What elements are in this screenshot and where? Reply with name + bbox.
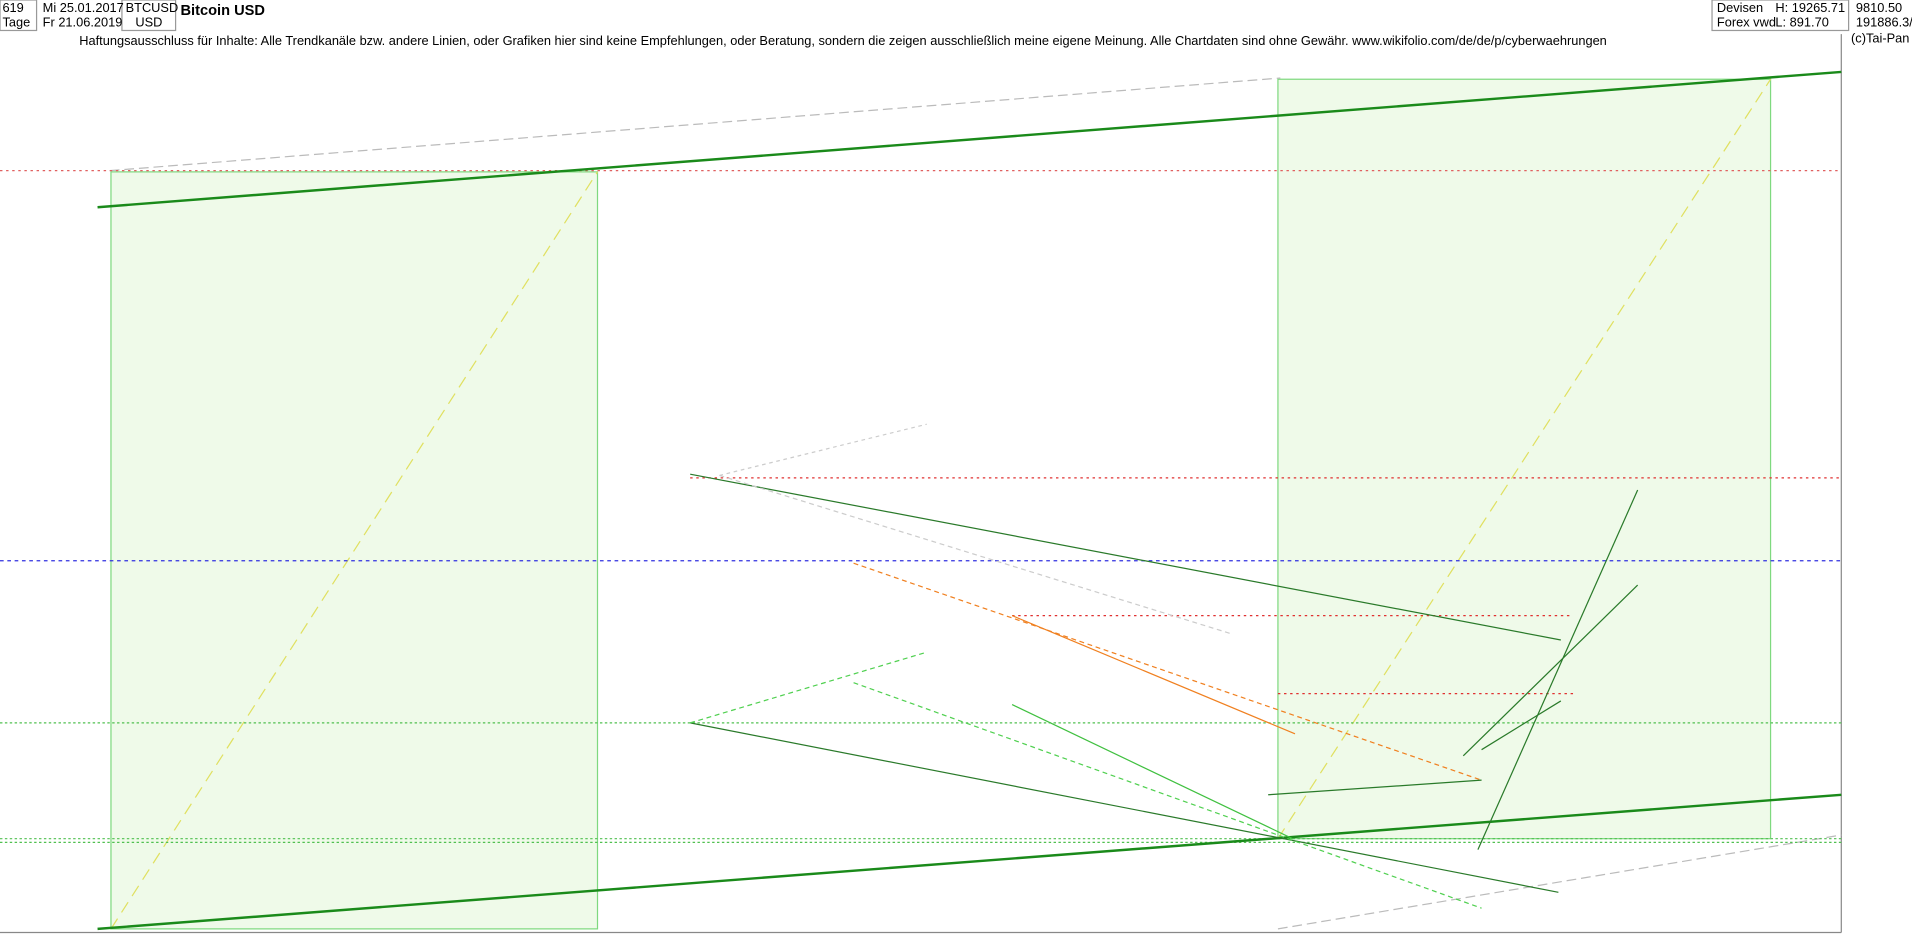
trend-channel [97, 70, 1842, 209]
trend-channel [690, 722, 1559, 893]
projection-line [1277, 78, 1772, 840]
header-box [121, 0, 177, 32]
header-box [0, 0, 38, 32]
header-box [1711, 0, 1850, 32]
trend-line [1011, 704, 1293, 840]
trend-line [690, 651, 927, 724]
trend-channel [97, 793, 1842, 931]
currency: USD [135, 15, 162, 30]
trend-line [1011, 615, 1296, 735]
chart-title: Bitcoin USD [180, 3, 265, 19]
volume: 191886.3/ [1856, 15, 1912, 30]
end-date: Fr 21.06.2019 [43, 15, 123, 30]
trend-line [1268, 779, 1482, 796]
source: Forex vwd [1717, 15, 1776, 30]
low-label: L: 891.70 [1775, 15, 1828, 30]
trend-line [853, 682, 1482, 909]
last-price-header: 9810.50 [1856, 0, 1902, 15]
guide-line [719, 474, 1232, 635]
start-date: Mi 25.01.2017 [43, 0, 124, 15]
period[interactable]: Tage [2, 15, 30, 30]
count[interactable]: 619 [2, 0, 23, 15]
trend-line [1462, 584, 1639, 757]
guide-line [109, 77, 1281, 172]
copyright: (c)Tai-Pan [1851, 30, 1909, 45]
guide-line [1277, 834, 1842, 930]
guide-line [719, 423, 927, 477]
disclaimer: Haftungsausschluss für Inhalte: Alle Tre… [79, 33, 1607, 48]
trend-channel [690, 473, 1561, 641]
trend-line [1481, 700, 1562, 751]
trend-line [1477, 489, 1639, 850]
drawings [0, 70, 1842, 931]
market: Devisen [1717, 0, 1763, 15]
projection-line [110, 171, 599, 930]
high-label: H: 19265.71 [1775, 0, 1845, 15]
symbol: BTCUSD [126, 0, 179, 15]
